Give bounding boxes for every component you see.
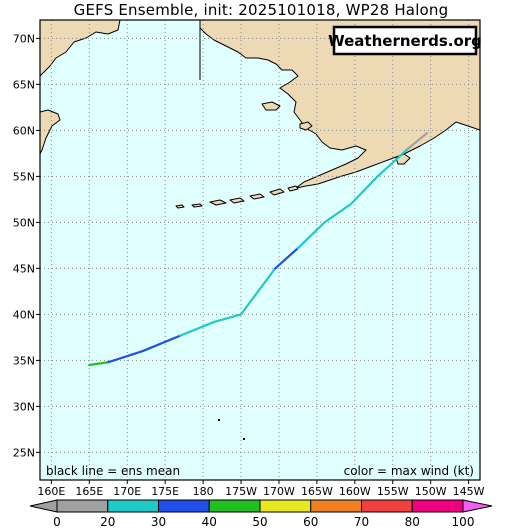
colorbar-cap-left bbox=[29, 499, 58, 513]
ens-mean-note: black line = ens mean bbox=[46, 464, 180, 478]
lon-label: 150W bbox=[415, 485, 447, 498]
colorbar-swatch bbox=[158, 499, 210, 513]
land-nunivak-island bbox=[299, 121, 313, 131]
watermark-text: Weathernerds.org bbox=[328, 32, 482, 50]
colorbar-swatch bbox=[259, 499, 312, 513]
storm-track bbox=[88, 132, 428, 367]
lon-label: 170W bbox=[263, 485, 295, 498]
lon-label: 155W bbox=[377, 485, 409, 498]
island-dot bbox=[243, 438, 245, 440]
colorbar-label: 50 bbox=[252, 515, 267, 529]
track-segment bbox=[107, 334, 182, 364]
lon-label: 165E bbox=[75, 485, 103, 498]
lon-label: 175W bbox=[225, 485, 257, 498]
lon-label: 145W bbox=[453, 485, 485, 498]
track-segment bbox=[406, 132, 428, 150]
land-st-lawrence-island bbox=[261, 101, 281, 111]
lon-label: 160E bbox=[37, 485, 65, 498]
colorbar-cap-right bbox=[462, 499, 493, 513]
lat-label: 35N bbox=[13, 354, 35, 367]
track-segment bbox=[88, 361, 110, 367]
lat-label: 55N bbox=[13, 170, 35, 183]
land-siberia bbox=[40, 20, 121, 77]
colorbar-label: 80 bbox=[405, 515, 420, 529]
lat-label: 60N bbox=[13, 124, 35, 137]
lat-label: 45N bbox=[13, 262, 35, 275]
island-dot bbox=[218, 419, 220, 421]
lat-label: 70N bbox=[13, 32, 35, 45]
colorbar-label: 30 bbox=[151, 515, 166, 529]
colorbar-label: 20 bbox=[100, 515, 115, 529]
colorbar-swatch bbox=[411, 499, 464, 513]
lon-label: 165W bbox=[301, 485, 333, 498]
colorbar: 0 20 30 40 50 60 70 80 100 bbox=[29, 499, 493, 529]
colorbar-swatch bbox=[208, 499, 261, 513]
lat-label: 30N bbox=[13, 400, 35, 413]
colorbar-label: 70 bbox=[354, 515, 369, 529]
aleutian-islands bbox=[175, 185, 299, 209]
land-kamchatka bbox=[40, 109, 61, 155]
colorbar-swatch bbox=[56, 499, 109, 513]
colorbar-label: 40 bbox=[202, 515, 217, 529]
lon-label: 175E bbox=[151, 485, 179, 498]
colorbar-label: 60 bbox=[303, 515, 318, 529]
track-segment bbox=[274, 247, 299, 270]
colorbar-swatch bbox=[310, 499, 362, 513]
lat-label: 65N bbox=[13, 78, 35, 91]
colorbar-label: 100 bbox=[452, 515, 475, 529]
lat-label: 25N bbox=[13, 446, 35, 459]
map-frame bbox=[39, 19, 481, 481]
latitude-labels: 70N 65N 60N 55N 50N 45N 40N 35N 30N 25N bbox=[13, 32, 40, 459]
wind-color-note: color = max wind (kt) bbox=[344, 464, 474, 478]
colorbar-swatch bbox=[107, 499, 159, 513]
map-title: GEFS Ensemble, init: 2025101018, WP28 Ha… bbox=[73, 1, 449, 19]
colorbar-swatch bbox=[361, 499, 413, 513]
lat-label: 50N bbox=[13, 216, 35, 229]
lat-label: 40N bbox=[13, 308, 35, 321]
track-segment bbox=[296, 147, 409, 250]
lon-label: 160W bbox=[339, 485, 371, 498]
track-segment bbox=[179, 267, 277, 337]
lon-label: 170E bbox=[113, 485, 141, 498]
graticule bbox=[40, 20, 480, 480]
watermark-box: Weathernerds.org bbox=[328, 25, 482, 56]
lon-label: 180 bbox=[193, 485, 214, 498]
colorbar-label: 0 bbox=[53, 515, 61, 529]
longitude-labels: 160E 165E 170E 175E 180 175W 170W 165W 160W 155W 1… bbox=[37, 480, 485, 498]
